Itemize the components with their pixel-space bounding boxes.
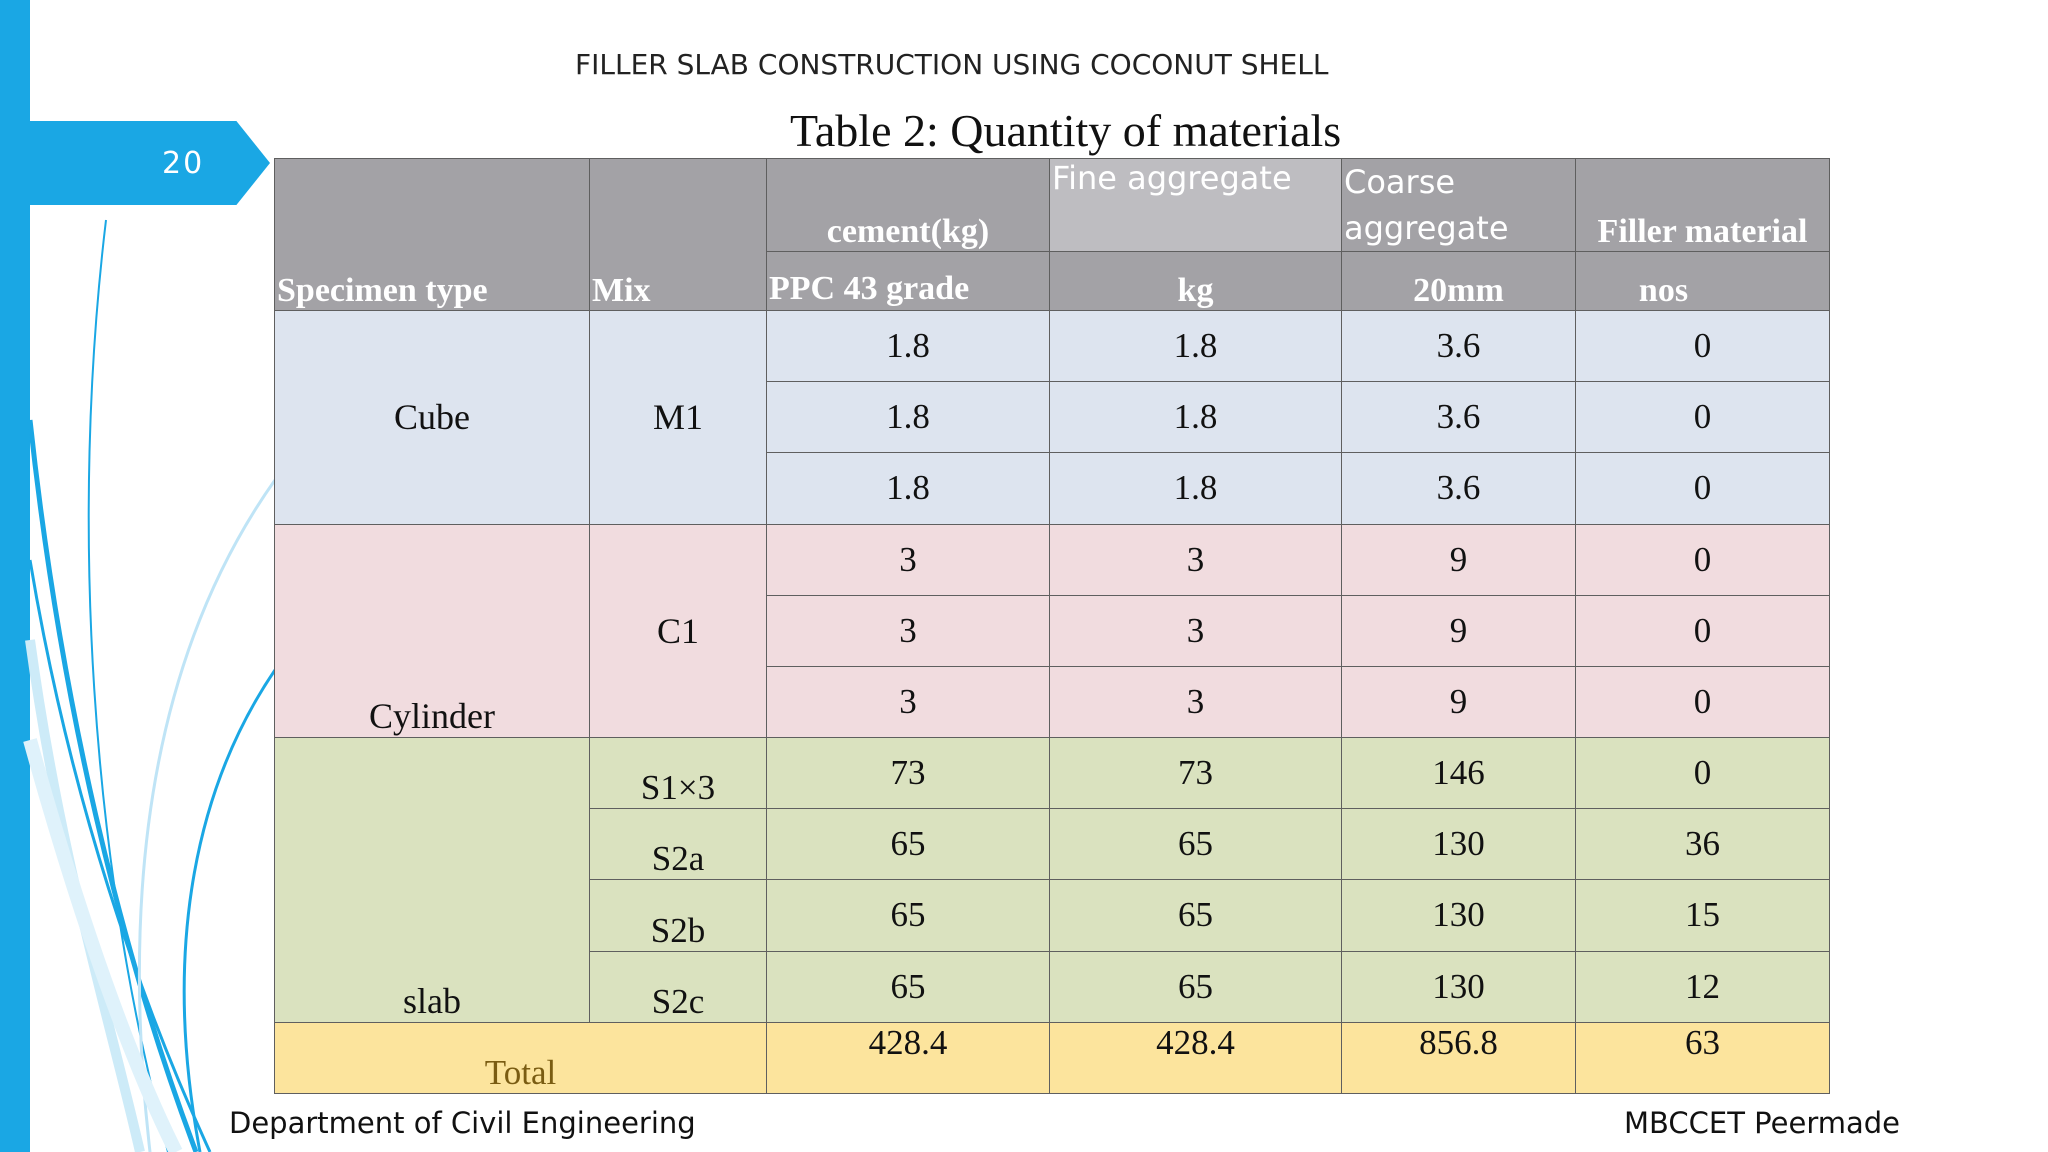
header-fine-unit: kg xyxy=(1049,251,1342,311)
cement-value: 1.8 xyxy=(766,452,1050,525)
total-filler: 63 xyxy=(1575,1021,1830,1095)
table-row: slab S1×3 73 73 146 0 xyxy=(274,737,1830,1023)
coarse-value: 130 xyxy=(1341,950,1576,1023)
coarse-value: 3.6 xyxy=(1341,452,1576,525)
filler-value: 15 xyxy=(1575,879,1830,952)
materials-table: Specimen type Mix cement(kg) Fine aggreg… xyxy=(274,158,1830,1095)
specimen-slab: slab xyxy=(274,737,590,1023)
cement-value: 3 xyxy=(766,523,1050,596)
mix-label: S1×3 xyxy=(589,737,767,810)
coarse-value: 9 xyxy=(1341,523,1576,596)
coarse-value: 3.6 xyxy=(1341,381,1576,454)
footer-department: Department of Civil Engineering xyxy=(229,1106,696,1140)
page-number-tab xyxy=(30,121,270,205)
filler-value: 36 xyxy=(1575,808,1830,881)
page-number: 20 xyxy=(162,146,205,181)
fine-value: 65 xyxy=(1049,879,1342,952)
header-fine-aggregate: Fine aggregate xyxy=(1049,158,1342,252)
header-filler-material: Filler material xyxy=(1575,158,1830,252)
filler-value: 12 xyxy=(1575,950,1830,1023)
mix-label: S2c xyxy=(589,950,767,1023)
fine-value: 1.8 xyxy=(1049,309,1342,383)
header-cement: cement(kg) xyxy=(766,158,1050,252)
coarse-value: 146 xyxy=(1341,737,1576,810)
table-row: 1.8 1.8 3.6 0 xyxy=(275,381,1830,454)
table-row: S2b 65 65 130 15 xyxy=(275,879,1830,952)
mix-m1: M1 xyxy=(589,310,767,525)
table-row: Cylinder C1 3 3 9 0 xyxy=(274,523,1830,739)
filler-value: 0 xyxy=(1575,381,1830,454)
decorative-swooshes xyxy=(23,219,277,1152)
fine-value: 65 xyxy=(1049,808,1342,881)
filler-value: 0 xyxy=(1575,523,1830,596)
header-specimen-type: Specimen type xyxy=(274,158,590,311)
footer-institution: MBCCET Peermade xyxy=(1624,1106,1900,1140)
fine-value: 3 xyxy=(1049,594,1342,667)
table-row: S2a 65 65 130 36 xyxy=(275,808,1830,881)
coarse-value: 130 xyxy=(1341,879,1576,952)
total-label: Total xyxy=(274,1021,767,1095)
cement-value: 65 xyxy=(766,808,1050,881)
fine-value: 1.8 xyxy=(1049,381,1342,454)
mix-label: S2b xyxy=(589,879,767,952)
filler-value: 0 xyxy=(1575,594,1830,667)
slide-header: FILLER SLAB CONSTRUCTION USING COCONUT S… xyxy=(575,48,1329,81)
coarse-value: 9 xyxy=(1341,665,1576,739)
table-row: 3 3 9 0 xyxy=(275,665,1830,739)
coarse-value: 9 xyxy=(1341,594,1576,667)
filler-value: 0 xyxy=(1575,665,1830,739)
total-coarse: 856.8 xyxy=(1341,1021,1576,1095)
fine-value: 65 xyxy=(1049,950,1342,1023)
fine-value: 3 xyxy=(1049,523,1342,596)
total-fine: 428.4 xyxy=(1049,1021,1342,1095)
total-row: Total 428.4 428.4 856.8 63 xyxy=(274,1021,1830,1095)
filler-value: 0 xyxy=(1575,309,1830,383)
cement-value: 3 xyxy=(766,665,1050,739)
header-coarse-aggregate: Coarse aggregate xyxy=(1341,158,1576,252)
coarse-value: 3.6 xyxy=(1341,309,1576,383)
total-cement: 428.4 xyxy=(766,1021,1050,1095)
table-title: Table 2: Quantity of materials xyxy=(790,105,1342,156)
header-mix: Mix xyxy=(589,158,767,311)
header-coarse-size: 20mm xyxy=(1341,251,1576,311)
filler-value: 0 xyxy=(1575,452,1830,525)
fine-value: 1.8 xyxy=(1049,452,1342,525)
cement-value: 65 xyxy=(766,879,1050,952)
cement-value: 1.8 xyxy=(766,381,1050,454)
table-row: Cube M1 1.8 1.8 3.6 0 xyxy=(274,309,1830,525)
cement-value: 65 xyxy=(766,950,1050,1023)
mix-label: S2a xyxy=(589,808,767,881)
header-filler-unit: nos xyxy=(1575,251,1830,311)
specimen-cylinder: Cylinder xyxy=(274,523,590,739)
left-accent-bar xyxy=(0,0,30,1152)
coarse-value: 130 xyxy=(1341,808,1576,881)
table-row: 3 3 9 0 xyxy=(275,594,1830,667)
fine-value: 3 xyxy=(1049,665,1342,739)
header-cement-grade: PPC 43 grade xyxy=(766,251,1050,311)
specimen-cube: Cube xyxy=(274,310,590,525)
mix-c1: C1 xyxy=(589,523,767,739)
filler-value: 0 xyxy=(1575,737,1830,810)
cement-value: 3 xyxy=(766,594,1050,667)
fine-value: 73 xyxy=(1049,737,1342,810)
cement-value: 73 xyxy=(766,737,1050,810)
cement-value: 1.8 xyxy=(766,309,1050,383)
